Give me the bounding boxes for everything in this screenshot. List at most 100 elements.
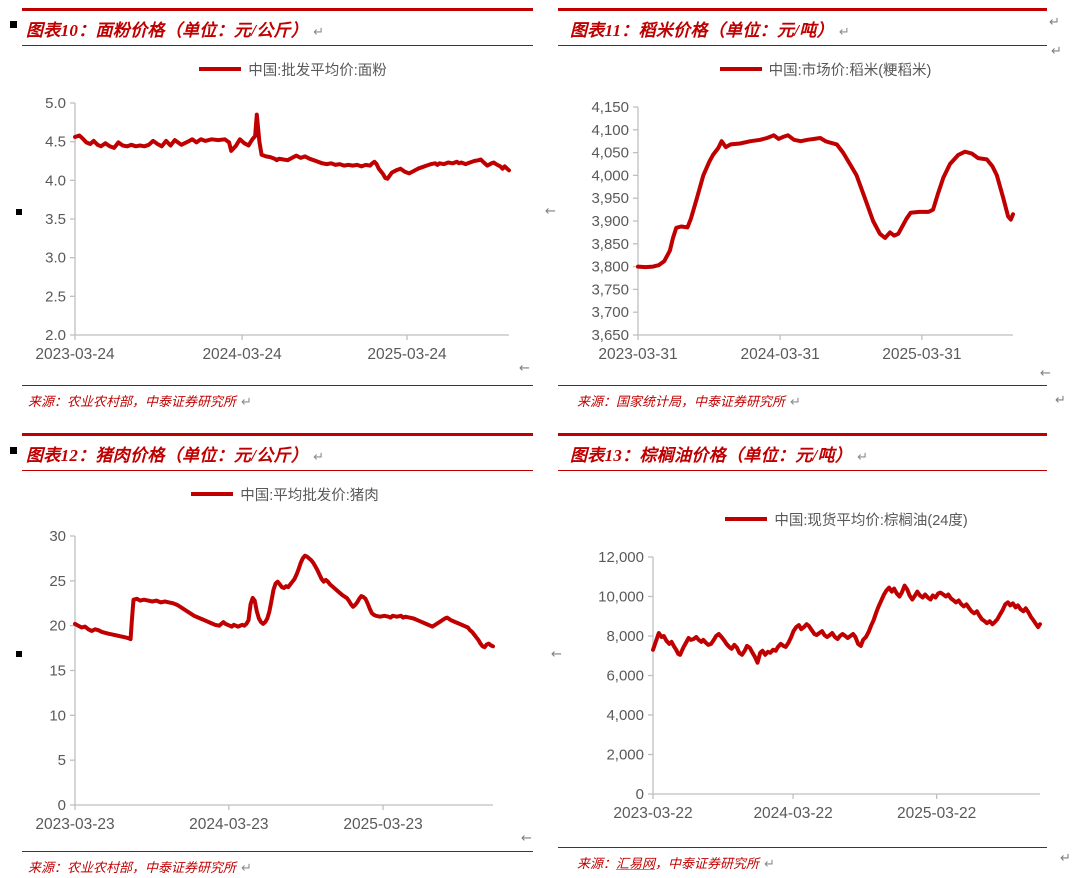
- svg-text:2023-03-23: 2023-03-23: [35, 816, 114, 833]
- svg-text:4,150: 4,150: [591, 99, 629, 116]
- svg-text:2025-03-22: 2025-03-22: [897, 805, 976, 822]
- figure-flour-price: 图表10：面粉价格（单位：元/公斤） ↵ 中国:批发平均价:面粉 2.0 2.5 3.…: [22, 8, 533, 410]
- chart-legend: 中国:市场价:稻米(粳稻米): [558, 59, 1047, 79]
- svg-text:2,000: 2,000: [606, 747, 644, 764]
- source-link[interactable]: 汇易网: [616, 856, 656, 871]
- paragraph-return-mark: ↵: [1049, 15, 1060, 30]
- svg-text:4,000: 4,000: [606, 707, 644, 724]
- header-rule-top: [22, 8, 533, 11]
- figure-footer: 来源：农业农村部，中泰证券研究所 ↵: [22, 385, 533, 410]
- svg-text:20: 20: [49, 618, 66, 635]
- svg-text:3,750: 3,750: [591, 281, 629, 298]
- line-break-arrow-mark: ←: [519, 361, 530, 376]
- header-rule-bottom: [558, 45, 1047, 46]
- figure-header: 图表13：棕榈油价格（单位：元/吨） ↵: [558, 433, 1047, 471]
- source-text: 国家统计局，中泰证券研究所: [616, 394, 786, 409]
- legend-label: 中国:平均批发价:猪肉: [240, 487, 379, 504]
- figure-title-row: 图表11：稻米价格（单位：元/吨） ↵: [558, 11, 1047, 45]
- footer-rule: [22, 851, 533, 852]
- header-rule-bottom: [22, 470, 533, 471]
- svg-text:2.5: 2.5: [45, 288, 66, 305]
- legend-label: 中国:市场价:稻米(粳稻米): [768, 62, 932, 79]
- svg-text:3,650: 3,650: [591, 327, 629, 344]
- figure-footer: 来源：农业农村部，中泰证券研究所 ↵: [22, 851, 533, 876]
- source-text: ，中泰证券研究所: [655, 856, 760, 871]
- figure-title-row: 图表10：面粉价格（单位：元/公斤） ↵: [22, 11, 533, 45]
- figure-title: 图表12：猪肉价格（单位：元/公斤）: [26, 446, 309, 465]
- source-prefix: 来源：: [28, 394, 68, 409]
- palm-oil-price-chart: 0 2,000 4,000 6,000 8,000 10,000 12,000 2023-03…: [598, 549, 1042, 822]
- legend-line-marker: [199, 67, 242, 71]
- svg-text:10,000: 10,000: [598, 589, 644, 606]
- line-break-arrow-mark: ←: [521, 831, 532, 846]
- svg-text:3,950: 3,950: [591, 190, 629, 207]
- source-text: 农业农村部，中泰证券研究所: [67, 394, 237, 409]
- figure-title: 图表13：棕榈油价格（单位：元/吨）: [570, 446, 853, 465]
- svg-text:2024-03-24: 2024-03-24: [202, 346, 282, 363]
- line-break-arrow-mark: ←: [545, 204, 556, 219]
- figure-title: 图表10：面粉价格（单位：元/公斤）: [26, 21, 309, 40]
- legend-label: 中国:批发平均价:面粉: [248, 62, 387, 79]
- object-anchor-square: [10, 447, 17, 454]
- paragraph-return-mark: ↵: [1055, 393, 1066, 408]
- footer-rule: [22, 385, 533, 386]
- figure-footer: 来源：汇易网，中泰证券研究所 ↵: [558, 847, 1047, 872]
- header-rule-top: [22, 433, 533, 436]
- chart-legend: 中国:平均批发价:猪肉: [22, 484, 533, 504]
- legend-line-marker: [191, 492, 234, 496]
- svg-text:2025-03-23: 2025-03-23: [343, 816, 422, 833]
- object-anchor-square: [10, 21, 17, 28]
- header-rule-bottom: [558, 470, 1047, 471]
- svg-text:3.0: 3.0: [45, 250, 66, 267]
- source-line: 来源：汇易网，中泰证券研究所 ↵: [558, 848, 1047, 872]
- source-prefix: 来源：: [577, 856, 617, 871]
- figure-header: 图表11：稻米价格（单位：元/吨） ↵: [558, 8, 1047, 46]
- source-text: 农业农村部，中泰证券研究所: [67, 860, 237, 875]
- svg-text:2024-03-22: 2024-03-22: [753, 805, 832, 822]
- figure-title: 图表11：稻米价格（单位：元/吨）: [570, 21, 834, 40]
- svg-text:2024-03-31: 2024-03-31: [740, 346, 819, 363]
- flour-price-chart: 2.0 2.5 3.0 3.5 4.0 4.5 5.0 2023-03-24 2024-03-2…: [35, 95, 511, 363]
- paragraph-return-mark: ↵: [313, 450, 325, 465]
- pork-price-chart: 0 5 10 15 20 25 30 2023-03-23 2024-03-23 2025-03-…: [35, 528, 495, 833]
- figure-title-row: 图表13：棕榈油价格（单位：元/吨） ↵: [558, 436, 1047, 470]
- header-rule-top: [558, 433, 1047, 436]
- chart-legend: 中国:现货平均价:棕榈油(24度): [558, 509, 1047, 529]
- svg-text:30: 30: [49, 528, 66, 545]
- svg-text:2.0: 2.0: [45, 327, 66, 344]
- figure-pork-price: 图表12：猪肉价格（单位：元/公斤） ↵ 中国:平均批发价:猪肉 0 5 10 15 20…: [22, 433, 533, 876]
- paragraph-return-mark: ↵: [790, 395, 801, 410]
- svg-text:10: 10: [49, 707, 66, 724]
- svg-text:8,000: 8,000: [606, 628, 644, 645]
- svg-text:3,800: 3,800: [591, 259, 629, 276]
- svg-text:2025-03-31: 2025-03-31: [882, 346, 961, 363]
- source-prefix: 来源：: [577, 394, 617, 409]
- svg-text:2025-03-24: 2025-03-24: [367, 346, 447, 363]
- object-anchor-square: [16, 209, 22, 215]
- svg-text:2023-03-24: 2023-03-24: [35, 346, 115, 363]
- svg-text:4,000: 4,000: [591, 167, 629, 184]
- header-rule-bottom: [22, 45, 533, 46]
- paragraph-return-mark: ↵: [313, 25, 325, 40]
- svg-text:6,000: 6,000: [606, 668, 644, 685]
- svg-text:4.5: 4.5: [45, 134, 66, 151]
- paragraph-return-mark: ↵: [1051, 44, 1062, 59]
- source-line: 来源：农业农村部，中泰证券研究所 ↵: [22, 852, 533, 876]
- paragraph-return-mark: ↵: [241, 395, 252, 410]
- svg-text:4,050: 4,050: [591, 145, 629, 162]
- svg-text:5.0: 5.0: [45, 95, 66, 112]
- figure-header: 图表12：猪肉价格（单位：元/公斤） ↵: [22, 433, 533, 471]
- figure-footer: 来源：国家统计局，中泰证券研究所 ↵: [558, 385, 1047, 410]
- svg-text:2023-03-31: 2023-03-31: [598, 346, 677, 363]
- paragraph-return-mark: ↵: [1060, 851, 1071, 866]
- svg-text:3,900: 3,900: [591, 213, 629, 230]
- paragraph-return-mark: ↵: [764, 857, 775, 872]
- svg-text:5: 5: [58, 752, 66, 769]
- svg-text:3.5: 3.5: [45, 211, 66, 228]
- line-break-arrow-mark: ←: [551, 647, 562, 662]
- paragraph-return-mark: ↵: [857, 450, 869, 465]
- chart-legend: 中国:批发平均价:面粉: [22, 59, 533, 79]
- source-line: 来源：农业农村部，中泰证券研究所 ↵: [22, 386, 533, 410]
- figure-palm-oil-price: 图表13：棕榈油价格（单位：元/吨） ↵ 中国:现货平均价:棕榈油(24度) 0 2…: [558, 433, 1047, 872]
